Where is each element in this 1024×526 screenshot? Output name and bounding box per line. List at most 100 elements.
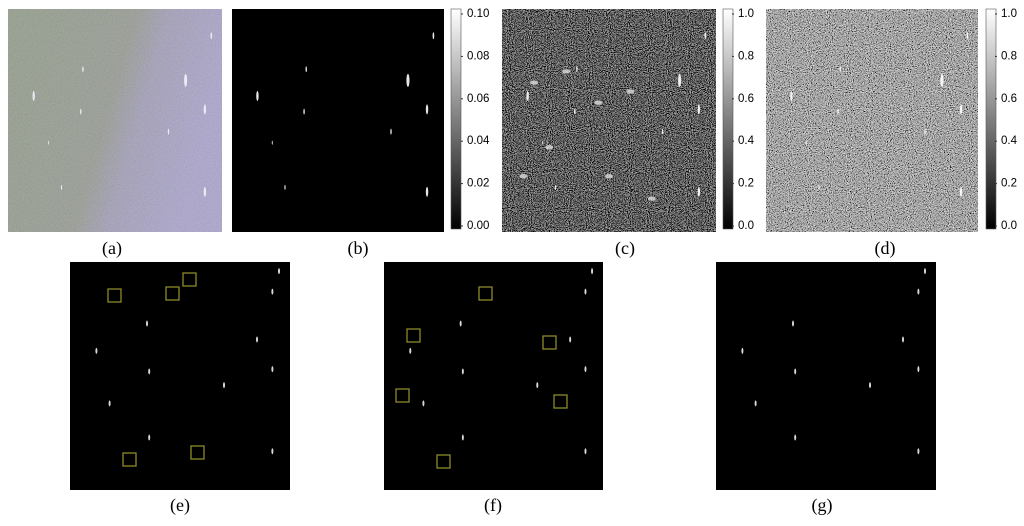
spot [284, 184, 286, 190]
spot [576, 66, 578, 73]
spot [940, 73, 944, 87]
spot [818, 184, 820, 190]
detection-box [122, 452, 137, 467]
spot [278, 268, 280, 275]
annotations: (a) (b) (c) (d) (e) (f) (g) 0.10 0.08 0.06 0.04 0.0… [32, 8, 1018, 516]
colorbar-label: 0.2 [738, 178, 754, 190]
spot [432, 32, 435, 40]
image-g [716, 262, 936, 490]
spot [591, 268, 594, 275]
spot [790, 90, 793, 101]
blob [647, 196, 656, 201]
spot [584, 366, 587, 373]
colorbar [722, 8, 734, 230]
detection-box [182, 272, 197, 287]
colorbar-label: 0.4 [1001, 135, 1018, 147]
spot [661, 128, 664, 135]
image-panels [8, 9, 978, 490]
spot [794, 434, 797, 441]
colorbar-label: 0.0 [738, 220, 754, 232]
panel-label: (g) [812, 495, 833, 516]
colorbars [450, 8, 997, 230]
spot [959, 104, 963, 115]
spot [569, 336, 572, 343]
spot [754, 400, 757, 407]
spot [32, 90, 35, 101]
spot [203, 186, 207, 197]
spot [305, 66, 307, 73]
spot [390, 128, 392, 135]
spot [203, 104, 207, 115]
spot [184, 73, 188, 87]
spot [459, 320, 462, 327]
blob [562, 69, 571, 74]
detection-box [107, 288, 122, 303]
spot [542, 140, 544, 145]
spot [146, 320, 148, 327]
spot [108, 400, 111, 407]
blob [530, 80, 539, 85]
spot [461, 368, 464, 375]
spot [271, 448, 274, 455]
spot [741, 347, 744, 354]
spot [917, 366, 920, 373]
spot [271, 140, 273, 145]
spot [704, 32, 707, 40]
spot [574, 108, 576, 115]
spot [425, 186, 429, 197]
detection-box [478, 286, 493, 301]
spot [959, 186, 963, 197]
colorbar-label: 0.6 [1001, 93, 1017, 105]
panel-label: (b) [348, 238, 369, 259]
colorbar-label: 0.04 [467, 135, 490, 147]
spot [425, 104, 429, 115]
blob [519, 174, 528, 179]
image-c-noise [502, 9, 716, 232]
image-b [232, 9, 444, 232]
spot [869, 382, 871, 389]
spot [902, 336, 904, 343]
spot [924, 268, 926, 275]
detection-box [395, 388, 410, 403]
panel-label: (f) [484, 495, 502, 516]
image-e [70, 262, 290, 490]
detection-box [190, 445, 205, 460]
spot [461, 434, 464, 441]
panel-label: (c) [615, 238, 635, 259]
spot [167, 128, 170, 135]
spot [422, 400, 425, 407]
detection-box [406, 328, 421, 343]
spot [839, 66, 841, 73]
colorbar-label: 1.0 [738, 8, 754, 20]
spot [82, 66, 84, 73]
colorbar-label: 0.6 [738, 93, 754, 105]
panel-label: (e) [170, 495, 190, 516]
spot [256, 336, 258, 343]
detection-box [436, 454, 451, 469]
colorbar [450, 8, 462, 230]
spot [148, 368, 151, 375]
spot [924, 128, 926, 135]
spot [966, 32, 969, 40]
spot [536, 382, 539, 389]
colorbar-label: 0.08 [467, 50, 489, 62]
spot [406, 73, 410, 87]
blob [605, 174, 613, 179]
detection-box [165, 286, 180, 301]
spot [409, 347, 412, 354]
spot [256, 90, 259, 101]
image-d-noise [766, 9, 978, 232]
colorbar-label: 0.10 [467, 8, 489, 20]
spot [697, 104, 701, 115]
spot [917, 288, 920, 295]
spot [223, 382, 225, 389]
image-a-noise [8, 9, 222, 232]
colorbar-label: 0.00 [467, 220, 489, 232]
blob [626, 89, 635, 94]
colorbar-label: 0.06 [467, 93, 489, 105]
detection-box [553, 394, 568, 409]
spot [526, 90, 529, 101]
spot [837, 108, 839, 115]
detection-box [542, 335, 557, 350]
